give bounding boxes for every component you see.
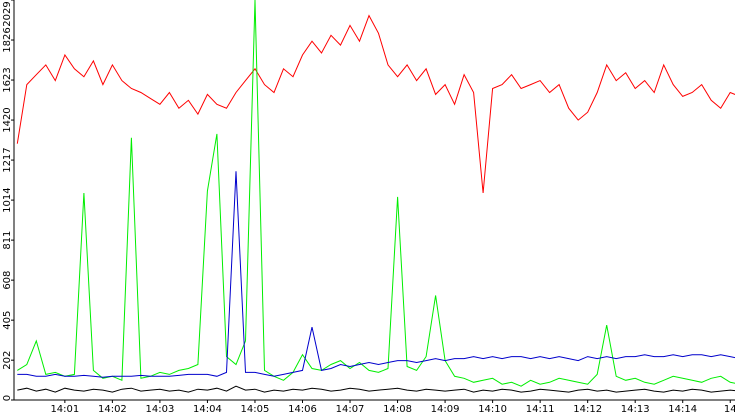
y-tick-label: 1623 [2,67,13,92]
x-tick-label: 14:04 [193,404,222,415]
x-tick-label: 14:03 [145,404,174,415]
series-line [17,0,735,387]
y-tick-label: 1826 [2,27,13,52]
x-tick-label: 14:12 [573,404,602,415]
y-tick-label: 1420 [2,107,13,132]
x-tick-label: 14:09 [431,404,460,415]
y-tick-label: 1217 [2,147,13,172]
y-tick-label: 405 [2,311,13,330]
y-tick-label: 202 [2,351,13,370]
series-line [17,385,735,393]
x-tick-label: 14:08 [383,404,412,415]
x-tick-label: 14 [724,404,735,415]
x-tick-label: 14:14 [668,404,697,415]
series-line [17,171,735,378]
x-tick-label: 14:10 [478,404,507,415]
y-tick-label: 1014 [2,187,13,212]
x-tick-label: 14:13 [621,404,650,415]
x-tick-label: 14:11 [526,404,555,415]
y-tick-label: 811 [2,231,13,250]
y-tick-label: 0 [2,395,13,401]
x-tick-label: 14:02 [98,404,127,415]
x-tick-label: 14:01 [50,404,79,415]
x-tick-label: 14:06 [288,404,317,415]
x-tick-label: 14:05 [241,404,270,415]
y-tick-label: 2029 [2,1,13,26]
series-line [16,14,735,194]
y-tick-label: 608 [2,271,13,290]
x-tick-label: 14:07 [336,404,365,415]
